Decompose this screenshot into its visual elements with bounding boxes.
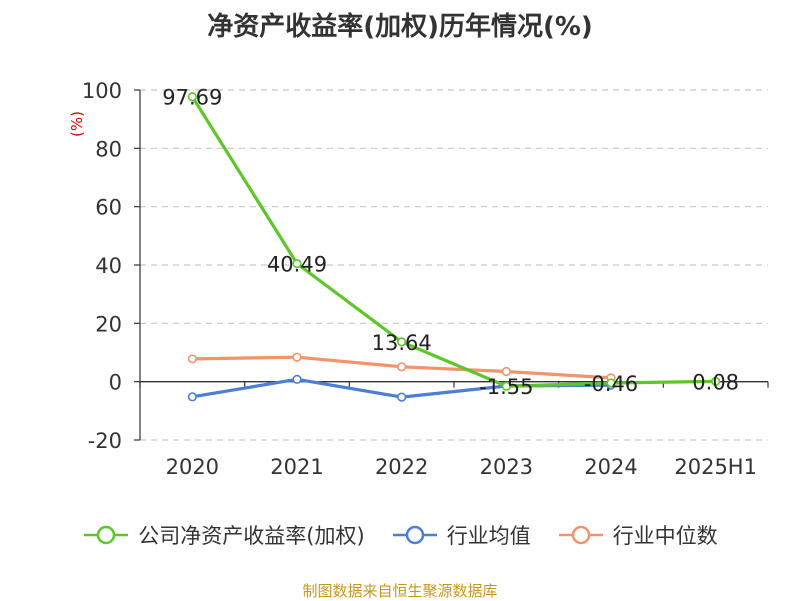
data-point: [187, 392, 197, 402]
data-point: [292, 374, 302, 384]
data-label: -1.55: [479, 375, 533, 399]
legend: 公司净资产收益率(加权) 行业均值 行业中位数: [0, 520, 800, 550]
x-tick-label: 2025H1: [674, 455, 757, 479]
legend-label: 公司净资产收益率(加权): [138, 524, 365, 548]
data-point: [501, 366, 511, 377]
legend-item[interactable]: 公司净资产收益率(加权): [82, 520, 365, 550]
y-tick-label: 40: [95, 254, 122, 278]
data-point: [397, 337, 407, 347]
data-point: [187, 354, 197, 364]
data-label: -0.46: [584, 372, 638, 396]
y-tick-label: 20: [95, 312, 122, 336]
y-tick-label: 0: [109, 371, 122, 395]
legend-swatch-icon: [392, 525, 437, 545]
data-point: [292, 352, 302, 362]
data-point: [606, 378, 616, 388]
data-point: [397, 362, 407, 372]
data-labels: 97.69 40.49 13.64 -1.55 -0.46 0.08: [162, 86, 739, 399]
legend-item[interactable]: 行业均值: [391, 520, 531, 550]
series-line-0: [190, 95, 716, 388]
x-tick-label: 2021: [270, 455, 323, 479]
axes: -20 0 20 40 60 80 100 2020 2021 2022 2023 2024 2025H…: [68, 79, 769, 479]
legend-swatch-icon: [558, 525, 603, 545]
grid-lines: [140, 89, 768, 441]
data-point: [711, 376, 721, 387]
data-label: 97.69: [162, 86, 222, 110]
legend-label: 行业均值: [446, 524, 531, 548]
x-tick-label: 2020: [166, 455, 219, 479]
chart-title: 净资产收益率(加权)历年情况(%): [207, 12, 593, 42]
chart-plot: -20 0 20 40 60 80 100 2020 2021 2022 2023 2024 2025H…: [68, 79, 769, 479]
x-tick-label: 2023: [480, 455, 533, 479]
data-point: [501, 381, 511, 391]
y-tick-label: 80: [95, 137, 122, 161]
data-point: [187, 92, 197, 102]
x-tick-label: 2024: [584, 455, 637, 479]
data-label: 0.08: [692, 370, 739, 394]
data-label: 40.49: [267, 253, 327, 277]
x-tick-label: 2022: [375, 455, 428, 479]
data-label: 13.64: [372, 331, 432, 355]
source-note: 制图数据来自恒生聚源数据库: [302, 582, 498, 600]
y-axis-label: (%): [68, 111, 86, 137]
legend-label: 行业中位数: [612, 524, 718, 548]
legend-item[interactable]: 行业中位数: [557, 520, 718, 550]
data-point: [397, 392, 407, 402]
data-point: [292, 258, 302, 269]
y-tick-label: -20: [88, 429, 122, 453]
legend-swatch-icon: [84, 525, 129, 545]
y-tick-label: 100: [82, 79, 122, 103]
series-lines: [187, 92, 721, 402]
y-tick-label: 60: [95, 196, 122, 220]
